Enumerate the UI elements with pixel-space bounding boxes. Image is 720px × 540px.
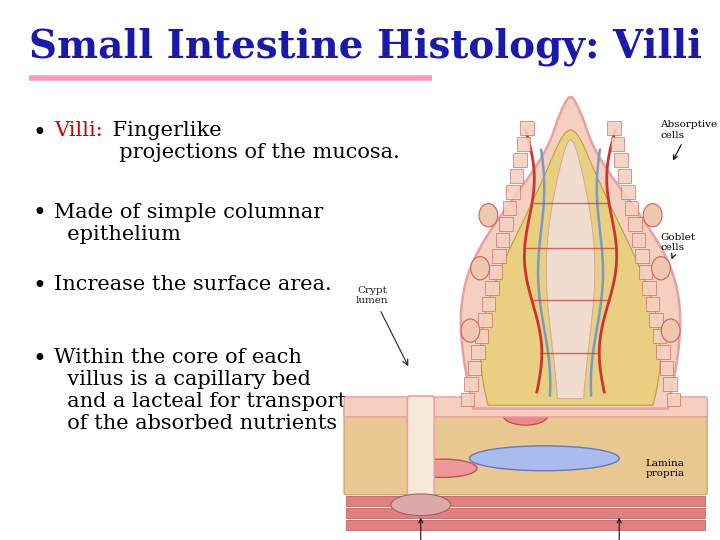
Bar	[506, 185, 520, 199]
Text: Made of simple columnar
  epithelium: Made of simple columnar epithelium	[54, 202, 323, 244]
Bar	[461, 393, 474, 407]
Text: Increase the surface area.: Increase the surface area.	[54, 275, 332, 294]
FancyBboxPatch shape	[344, 397, 707, 417]
Bar	[478, 313, 492, 327]
Bar	[635, 249, 649, 263]
Ellipse shape	[662, 319, 680, 342]
Polygon shape	[461, 97, 680, 409]
Bar	[621, 185, 635, 199]
Bar	[639, 265, 652, 279]
Bar	[346, 496, 706, 506]
Text: •: •	[32, 202, 46, 226]
Ellipse shape	[471, 256, 490, 280]
Bar	[472, 345, 485, 359]
Bar	[611, 137, 624, 151]
Bar	[492, 249, 506, 263]
Ellipse shape	[461, 319, 480, 342]
Text: Villi:: Villi:	[54, 122, 103, 140]
Bar	[513, 153, 527, 167]
Bar	[510, 169, 523, 183]
Ellipse shape	[503, 405, 548, 425]
Text: Lamina
propria: Lamina propria	[645, 458, 685, 478]
Text: Absorptive
cells: Absorptive cells	[660, 120, 718, 159]
Bar	[482, 297, 495, 310]
Ellipse shape	[479, 204, 498, 227]
Bar	[496, 233, 509, 247]
Text: Small Intestine Histology: Villi: Small Intestine Histology: Villi	[29, 27, 702, 65]
Bar	[629, 217, 642, 231]
Bar	[468, 361, 482, 375]
Bar	[614, 153, 628, 167]
Text: •: •	[32, 348, 46, 372]
Bar	[517, 137, 530, 151]
Bar	[346, 521, 706, 530]
Bar	[475, 329, 488, 343]
Text: Muscularis
mucosae: Muscularis mucosae	[590, 519, 648, 540]
Bar	[503, 201, 516, 215]
Text: Fingerlike
  projections of the mucosa.: Fingerlike projections of the mucosa.	[106, 122, 400, 163]
Bar	[646, 297, 659, 310]
Ellipse shape	[643, 204, 662, 227]
Bar	[649, 313, 662, 327]
Polygon shape	[546, 140, 595, 399]
Bar	[464, 376, 478, 390]
Text: Goblet
cells: Goblet cells	[660, 233, 696, 258]
Bar	[652, 329, 666, 343]
Bar	[500, 217, 513, 231]
Bar	[663, 376, 677, 390]
Bar	[489, 265, 503, 279]
Text: Endocrine
cells: Endocrine cells	[394, 519, 448, 540]
Ellipse shape	[391, 494, 451, 516]
Text: Crypt
lumen: Crypt lumen	[356, 286, 388, 306]
FancyBboxPatch shape	[344, 409, 707, 495]
Ellipse shape	[410, 459, 477, 477]
Ellipse shape	[652, 256, 670, 280]
Text: •: •	[32, 275, 46, 299]
FancyBboxPatch shape	[408, 396, 434, 497]
Bar	[625, 201, 638, 215]
Text: Within the core of each
  villus is a capillary bed
  and a lacteal for transpor: Within the core of each villus is a capi…	[54, 348, 346, 433]
Bar	[607, 122, 621, 135]
Bar	[521, 122, 534, 135]
Bar	[667, 393, 680, 407]
Bar	[642, 281, 656, 295]
Ellipse shape	[469, 446, 619, 471]
Polygon shape	[481, 130, 660, 405]
Bar	[631, 233, 645, 247]
Text: •: •	[32, 122, 46, 145]
Bar	[656, 345, 670, 359]
Bar	[485, 281, 499, 295]
Bar	[346, 508, 706, 518]
Bar	[660, 361, 673, 375]
Bar	[618, 169, 631, 183]
